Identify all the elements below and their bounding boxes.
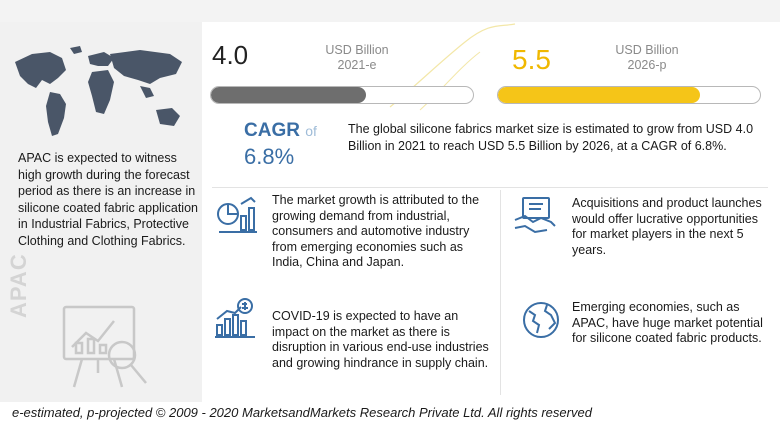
year-label: 2021-e bbox=[337, 58, 377, 72]
market-bar-fill-2026 bbox=[498, 87, 700, 103]
globe-icon bbox=[523, 302, 559, 338]
point-acquisitions: Acquisitions and product launches would … bbox=[572, 196, 762, 257]
market-bar-2021 bbox=[210, 86, 474, 104]
market-unit-2026: USD Billion 2026-p bbox=[592, 43, 702, 73]
unit-label: USD Billion bbox=[325, 43, 389, 57]
top-band bbox=[0, 0, 780, 22]
cagr-label: CAGR of bbox=[244, 120, 317, 142]
market-value-2021: 4.0 bbox=[212, 40, 249, 70]
market-unit-2021: USD Billion 2021-e bbox=[302, 43, 412, 73]
market-bar-2026 bbox=[497, 86, 761, 104]
market-value-2026: 5.5 bbox=[512, 44, 551, 75]
market-bar-fill-2021 bbox=[211, 87, 366, 103]
growth-chart-icon bbox=[217, 196, 257, 233]
year-label: 2026-p bbox=[627, 58, 667, 72]
presentation-analysis-icon bbox=[62, 305, 147, 388]
unit-label: USD Billion bbox=[615, 43, 679, 57]
point-covid-impact: COVID-19 is expected to have an impact o… bbox=[272, 309, 489, 370]
cagr-of: of bbox=[305, 123, 317, 139]
footer-copyright: e-estimated, p-projected © 2009 - 2020 M… bbox=[12, 405, 592, 420]
world-map-icon bbox=[15, 46, 182, 136]
region-label: APAC bbox=[6, 253, 31, 318]
dollar-bar-chart-icon bbox=[215, 298, 255, 338]
divider bbox=[212, 187, 768, 188]
point-emerging-economies: Emerging economies, such as APAC, have h… bbox=[572, 300, 763, 345]
handshake-icon bbox=[514, 197, 556, 234]
point-market-growth: The market growth is attributed to the g… bbox=[272, 193, 480, 269]
cagr-title: CAGR bbox=[244, 120, 300, 141]
market-summary: The global silicone fabrics market size … bbox=[348, 122, 754, 153]
cagr-value: 6.8% bbox=[244, 144, 295, 169]
divider bbox=[500, 190, 501, 395]
apac-growth-text: APAC is expected to witness high growth … bbox=[18, 151, 198, 248]
